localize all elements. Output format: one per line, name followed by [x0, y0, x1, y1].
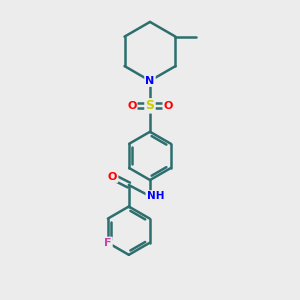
Text: NH: NH — [146, 191, 164, 201]
Text: O: O — [164, 101, 173, 111]
Text: O: O — [127, 101, 136, 111]
Text: N: N — [146, 76, 154, 86]
Text: S: S — [146, 99, 154, 112]
Text: O: O — [108, 172, 117, 182]
Text: F: F — [104, 238, 112, 248]
